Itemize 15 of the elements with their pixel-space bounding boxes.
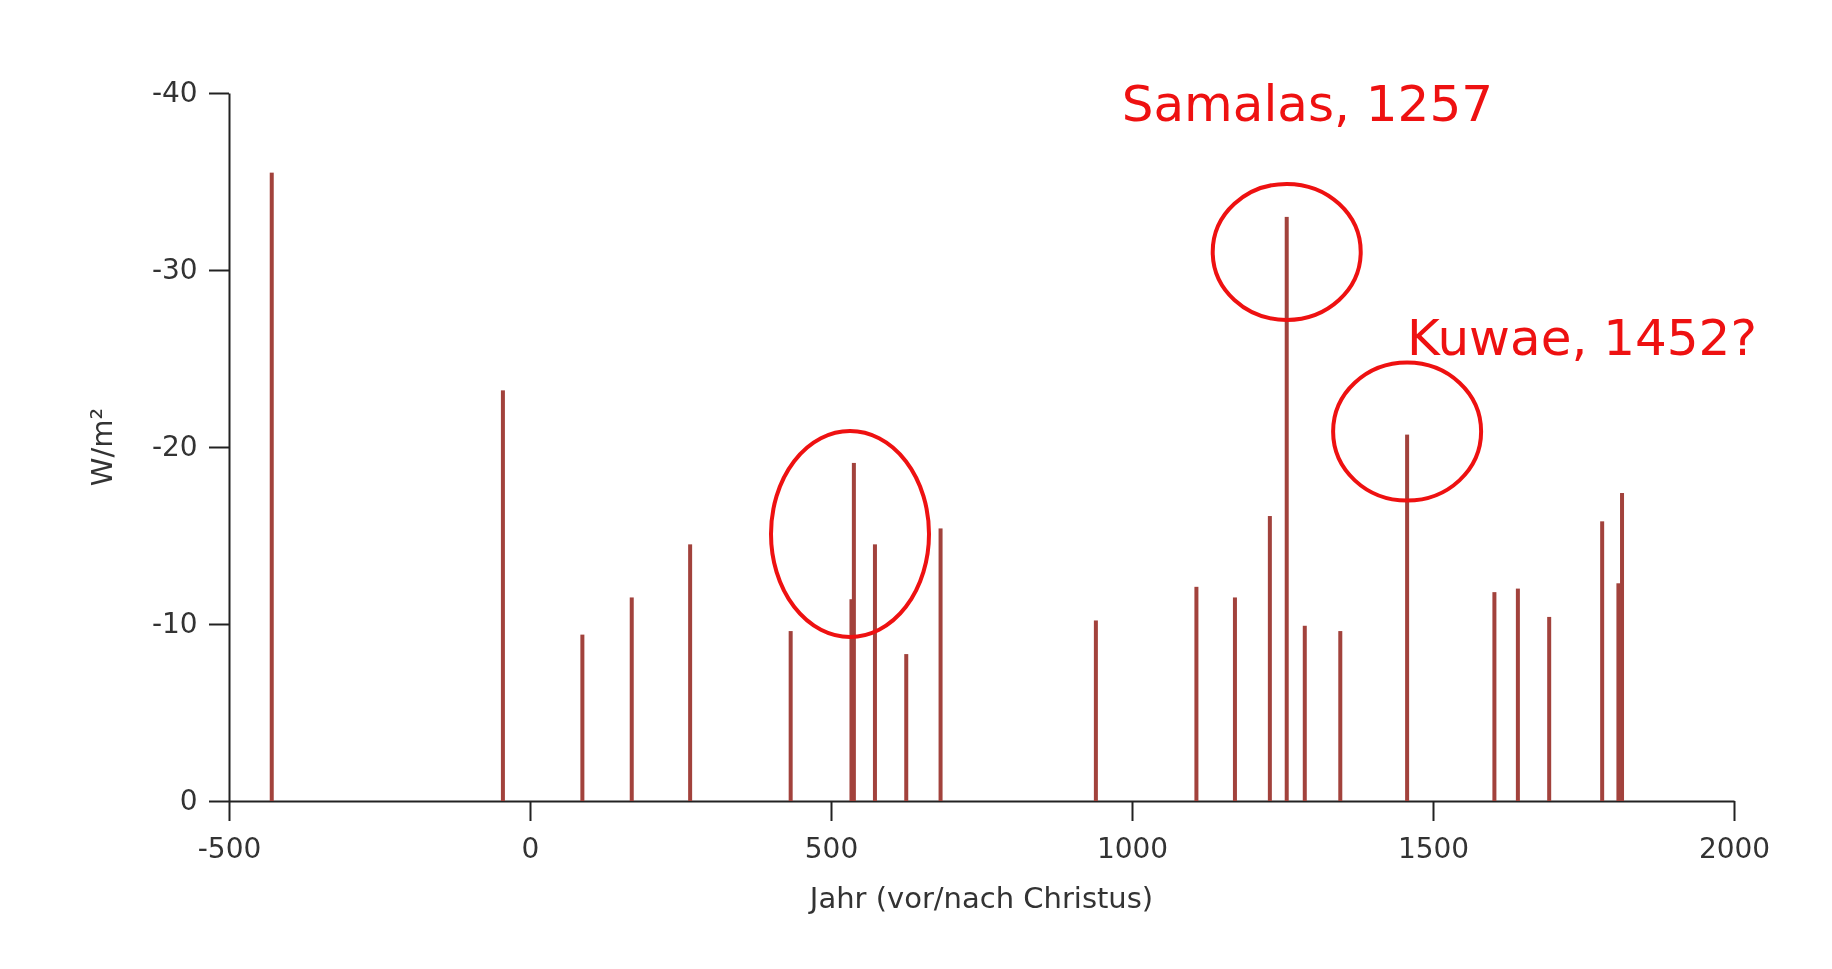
y-tick-label: -40 — [151, 76, 198, 110]
x-tick-label: 2000 — [1698, 831, 1771, 865]
x-tick-label: 500 — [804, 831, 859, 865]
annotation: Samalas, 1257 — [1121, 74, 1494, 133]
x-tick-label: 0 — [521, 831, 540, 865]
x-axis-title: Jahr (vor/nach Christus) — [807, 881, 1154, 915]
y-tick-label: -10 — [151, 607, 198, 641]
y-tick-label: -30 — [151, 253, 198, 287]
y-axis-title: W/m² — [85, 407, 119, 487]
x-tick-label: 1500 — [1397, 831, 1470, 865]
annotation: Kuwae, 1452? — [1407, 308, 1757, 367]
y-tick-label: 0 — [179, 784, 198, 818]
y-tick-label: -20 — [151, 430, 198, 464]
x-tick-label: -500 — [197, 831, 262, 865]
x-tick-label: 1000 — [1096, 831, 1169, 865]
